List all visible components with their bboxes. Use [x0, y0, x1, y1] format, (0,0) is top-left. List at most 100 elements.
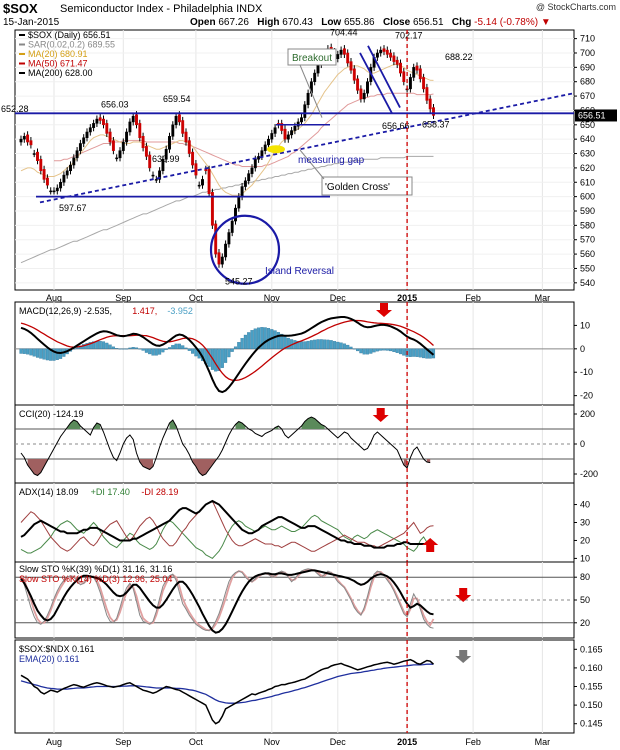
cci-overbought-fill: [169, 420, 177, 429]
candle-body: [62, 174, 66, 183]
macd-histogram-bar: [224, 348, 228, 363]
minus-di-line: [20, 500, 434, 552]
macd-axis-label: -20: [580, 391, 593, 401]
macd-histogram-bar: [422, 348, 426, 359]
candle-body: [210, 192, 214, 226]
candle-body: [273, 127, 277, 134]
candle-body: [19, 138, 23, 143]
cci-axis-label: 200: [580, 409, 595, 419]
macd-histogram-bar: [167, 347, 172, 349]
sto-axis-label: 50: [580, 595, 590, 605]
candle-body: [286, 134, 290, 140]
macd-histogram-bar: [369, 348, 373, 354]
macd-histogram-bar: [207, 348, 211, 367]
price-axis-label: 560: [580, 249, 595, 259]
macd-histogram-bar: [177, 343, 181, 349]
candle-body: [207, 169, 211, 195]
macd-histogram-bar: [98, 340, 102, 349]
adx-line: [20, 499, 434, 549]
macd-panel-frame: [14, 301, 575, 406]
macd-histogram-bar: [161, 348, 165, 353]
price-axis-label: 690: [580, 62, 595, 72]
x-axis-label: Feb: [465, 737, 481, 747]
x-axis-label: Feb: [465, 293, 481, 303]
candle-body: [280, 123, 284, 131]
cci-legend: CCI(20) -124.19: [19, 409, 84, 419]
x-axis-label: 2015: [397, 293, 417, 303]
candle-body: [39, 159, 43, 172]
macd-histogram-bar: [138, 348, 142, 350]
adx-legend: -DI 28.19: [141, 487, 178, 497]
annotation-label: 545.27: [225, 276, 253, 286]
macd-histogram-bar: [32, 348, 36, 357]
candle-body: [105, 123, 109, 134]
sto-axis-label: 80: [580, 572, 590, 582]
candle-body: [243, 180, 247, 187]
ratio-arrow-icon: [455, 650, 472, 663]
macd-histogram-bar: [237, 342, 241, 349]
macd-histogram-bar: [263, 327, 267, 349]
price-axis-label: 640: [580, 134, 595, 144]
candle-body: [131, 115, 135, 123]
macd-histogram-bar: [85, 343, 89, 349]
measuring-gap-highlight: [267, 145, 285, 154]
x-axis-label: Aug: [46, 293, 62, 303]
candle-body: [422, 77, 426, 90]
macd-histogram-bar: [362, 348, 366, 355]
macd-histogram-bar: [250, 330, 254, 349]
sto-legend: Slow STO %K(39) %D(1) 31.16, 31.16: [19, 564, 172, 574]
last-price-tag: [575, 109, 617, 122]
open-label: Open: [190, 17, 216, 28]
cci-overbought-fill: [301, 417, 325, 429]
macd-histogram-bar: [379, 348, 383, 351]
chg-value: -5.14 (-0.78%): [474, 17, 539, 28]
macd-histogram-bar: [356, 348, 360, 352]
annotation-label: 658.37: [422, 120, 450, 130]
candle-body: [260, 150, 264, 157]
candle-body: [98, 117, 102, 121]
macd-histogram-bar: [389, 348, 393, 352]
candle-body: [303, 104, 307, 118]
candle-body: [49, 190, 53, 193]
candle-body: [102, 118, 105, 126]
candle-body: [389, 52, 393, 58]
annotation-label: 656.66: [382, 121, 410, 131]
macd-histogram-bar: [313, 339, 317, 349]
macd-histogram-bar: [220, 348, 224, 368]
candle-body: [342, 48, 346, 55]
macd-histogram-bar: [372, 348, 376, 353]
candle-body: [339, 49, 343, 55]
candle-body: [148, 154, 152, 169]
ma20-line: [20, 64, 434, 196]
low-value: 655.86: [344, 17, 375, 28]
candle-body: [356, 78, 360, 91]
candle-body: [425, 87, 429, 101]
annotation-label: 652.28: [1, 104, 29, 114]
price-axis-label: 600: [580, 192, 595, 202]
plus-di-line: [20, 514, 434, 560]
macd-histogram-bar: [92, 341, 96, 349]
ratio-axis-label: 0.150: [580, 700, 603, 710]
macd-signal-line: [20, 319, 434, 382]
candle-body: [214, 223, 218, 255]
macd-histogram-bar: [309, 340, 313, 349]
candle-body: [382, 48, 386, 52]
macd-histogram-bar: [227, 348, 231, 358]
candle-body: [154, 179, 158, 181]
candle-body: [161, 159, 165, 172]
macd-histogram-bar: [415, 348, 419, 357]
price-axis-label: 580: [580, 220, 595, 230]
macd-histogram-bar: [35, 348, 40, 358]
sto-axis-label: 20: [580, 618, 590, 628]
macd-histogram-bar: [280, 333, 284, 349]
candle-body: [184, 131, 188, 143]
candle-body: [78, 143, 82, 151]
candle-body: [85, 131, 89, 138]
macd-axis-label: 0: [580, 344, 585, 354]
ratio-axis-label: 0.160: [580, 663, 603, 673]
macd-histogram-bar: [111, 346, 115, 349]
candle-body: [45, 177, 49, 186]
candle-body: [418, 68, 422, 80]
macd-histogram-bar: [128, 347, 132, 349]
x-axis-label: Sep: [115, 737, 131, 747]
